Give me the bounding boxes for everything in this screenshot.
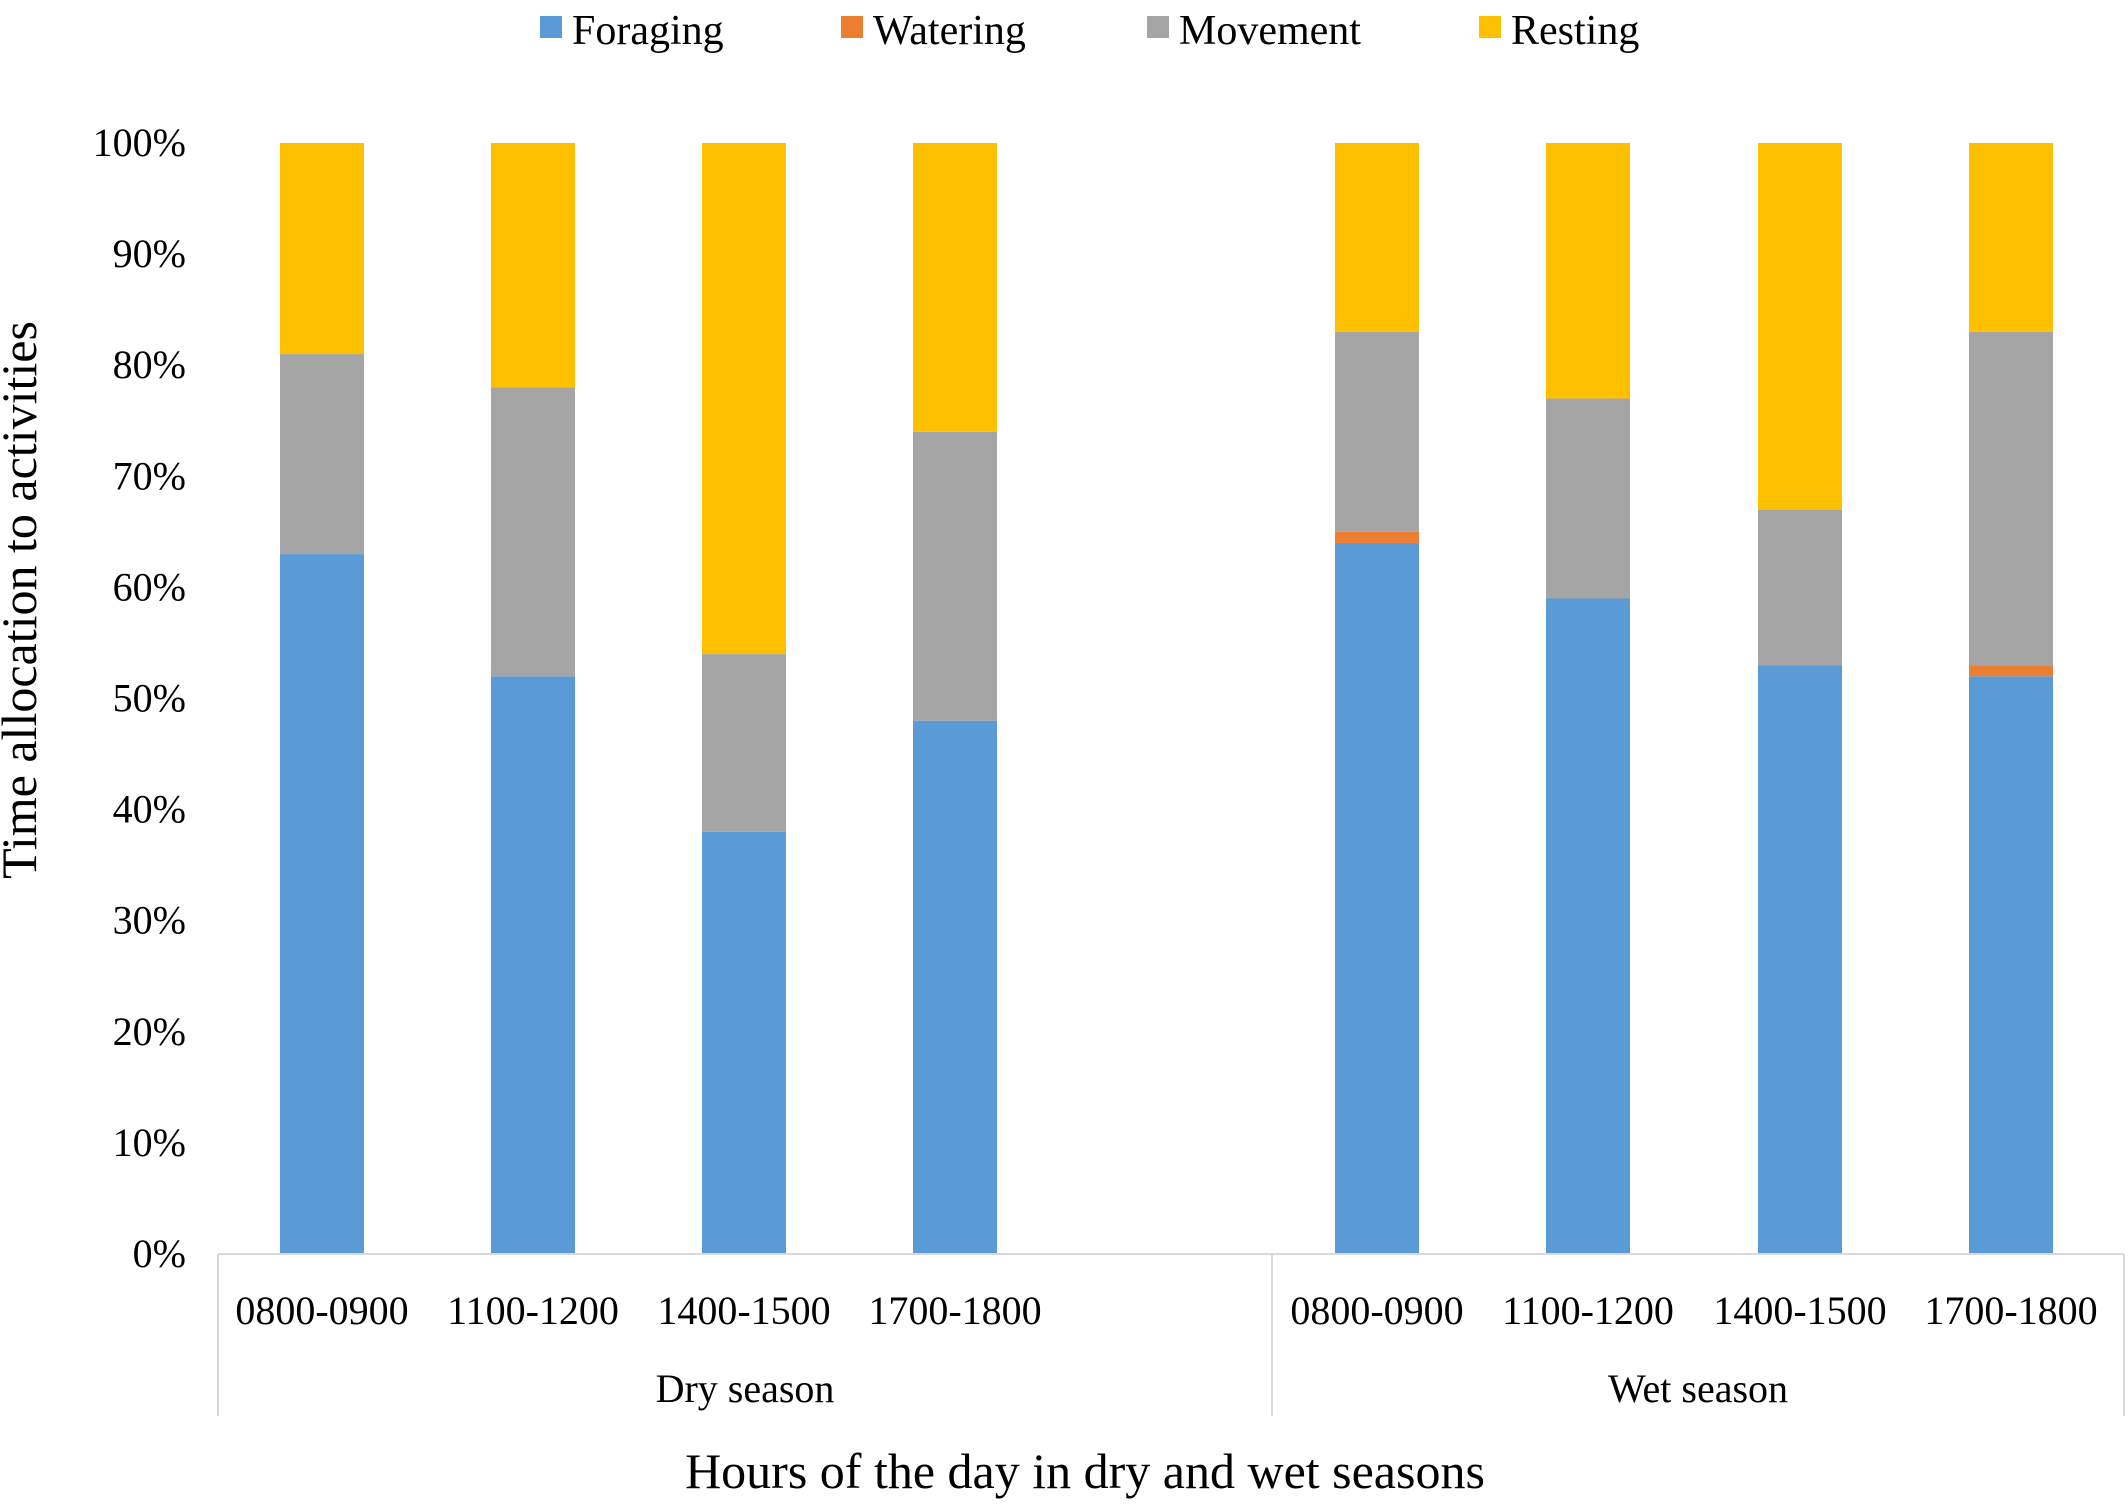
legend-label: Resting: [1511, 8, 1639, 54]
bar-segment-movement: [1758, 509, 1842, 666]
legend-swatch: [1479, 16, 1501, 38]
bar-segment-resting: [280, 143, 364, 355]
x-group-label: Dry season: [656, 1366, 835, 1411]
x-tick-label: 1100-1200: [1502, 1288, 1674, 1333]
bar-segment-resting: [491, 143, 575, 388]
x-tick-label: 0800-0900: [235, 1288, 408, 1333]
x-axis: 0800-0900 1100-1200 1400-1500 1700-1800 Dry …: [217, 1253, 2125, 1416]
x-group-label: Wet season: [1608, 1366, 1788, 1411]
bar-segment-foraging: [1969, 676, 2053, 1254]
bar-segment-resting: [1758, 143, 1842, 510]
bar-segment-movement: [1969, 331, 2053, 666]
bar-segment-resting: [1546, 143, 1630, 399]
x-tick-label: 1700-1800: [868, 1288, 1041, 1333]
legend-swatch: [540, 16, 562, 38]
bar-segment-resting: [1335, 143, 1419, 332]
bar-segment-foraging: [913, 720, 997, 1254]
x-tick-label: 1400-1500: [657, 1288, 830, 1333]
bar-segment-movement: [280, 354, 364, 555]
bar-segment-movement: [913, 431, 997, 721]
y-tick-label: 30%: [113, 898, 186, 943]
bar-segment-resting: [1969, 143, 2053, 332]
y-axis: 0% 10% 20% 30% 40% 50% 60% 70% 80% 90% 100%: [93, 120, 186, 1276]
bar-segment-resting: [913, 143, 997, 432]
bar-segment-resting: [702, 143, 786, 655]
bar-segment-foraging: [702, 831, 786, 1254]
x-tick-label: 1100-1200: [447, 1288, 619, 1333]
legend-label: Movement: [1179, 8, 1361, 54]
y-tick-label: 40%: [113, 787, 186, 832]
y-tick-label: 100%: [93, 120, 186, 165]
bar-segment-movement: [702, 654, 786, 832]
bar-segment-movement: [491, 387, 575, 677]
bar-segment-foraging: [280, 554, 364, 1254]
bar-segment-watering: [1335, 531, 1419, 543]
y-tick-label: 80%: [113, 342, 186, 387]
y-tick-label: 0%: [133, 1231, 186, 1276]
y-tick-label: 20%: [113, 1009, 186, 1054]
bar-segment-movement: [1546, 398, 1630, 599]
legend-swatch: [841, 16, 863, 38]
bars: [280, 143, 2053, 1254]
x-axis-title: Hours of the day in dry and wet seasons: [685, 1443, 1485, 1499]
bar-segment-foraging: [491, 676, 575, 1254]
bar-segment-movement: [1335, 331, 1419, 532]
legend-label: Foraging: [572, 8, 724, 54]
bar-segment-foraging: [1546, 598, 1630, 1254]
y-tick-label: 50%: [113, 676, 186, 721]
y-tick-label: 70%: [113, 453, 186, 498]
y-tick-label: 60%: [113, 564, 186, 609]
x-tick-label: 1400-1500: [1713, 1288, 1886, 1333]
legend-label: Watering: [873, 8, 1026, 54]
x-tick-label: 1700-1800: [1924, 1288, 2097, 1333]
bar-segment-foraging: [1335, 542, 1419, 1254]
x-tick-label: 0800-0900: [1290, 1288, 1463, 1333]
y-tick-label: 10%: [113, 1120, 186, 1165]
bar-segment-watering: [1969, 665, 2053, 677]
legend-swatch: [1147, 16, 1169, 38]
y-axis-title: Time allocation to activities: [0, 321, 47, 879]
y-tick-label: 90%: [113, 231, 186, 276]
bar-segment-foraging: [1758, 665, 1842, 1254]
legend: Foraging Watering Movement Resting: [540, 8, 1639, 54]
